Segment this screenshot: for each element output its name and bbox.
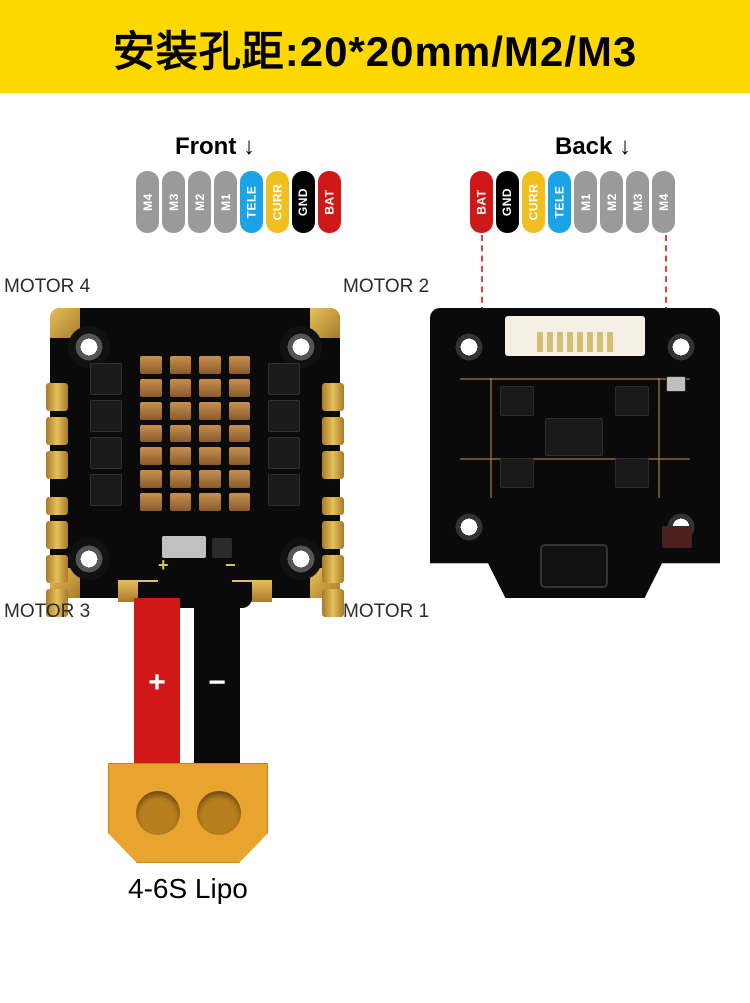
bulk-capacitor (540, 544, 608, 588)
back-pin-legend: BAT GND CURR TELE M1 M2 M3 M4 (470, 171, 675, 233)
pin-pill-label: M1 (218, 193, 232, 211)
plus-symbol: + (148, 666, 166, 700)
pin-pill-label: CURR (527, 184, 541, 221)
pin-pill-curr: CURR (266, 171, 289, 233)
pcb-back (430, 308, 720, 598)
motor-pads-right (322, 383, 344, 617)
pin-pill-m4: M4 (652, 171, 675, 233)
pin-pill-m1: M1 (214, 171, 237, 233)
front-pin-legend: M4 M3 M2 M1 TELE CURR GND BAT (136, 171, 341, 233)
pin-pill-bat: BAT (470, 171, 493, 233)
leader-line (481, 235, 483, 313)
diagram-area: Front ↓ M4 M3 M2 M1 TELE CURR GND BAT Back ↓ BA… (0, 93, 750, 1003)
pin-pill-m4: M4 (136, 171, 159, 233)
pin-pill-label: CURR (271, 184, 285, 221)
pin-pill-label: M4 (140, 193, 154, 211)
leader-line (665, 235, 667, 313)
fet-column-right (268, 363, 300, 506)
pin-pill-label: M1 (578, 193, 592, 211)
pin-pill-tele: TELE (240, 171, 263, 233)
label-motor-4: MOTOR 4 (4, 276, 90, 298)
motor-pads-left (46, 383, 68, 617)
pin-pill-label: TELE (245, 186, 259, 219)
pin-pill-gnd: GND (292, 171, 315, 233)
center-capacitor-array (140, 356, 250, 511)
pin-pill-label: M2 (604, 193, 618, 211)
signal-connector (505, 316, 645, 356)
pin-pill-m3: M3 (162, 171, 185, 233)
front-title: Front ↓ (175, 133, 255, 161)
pin-pill-label: M3 (630, 193, 644, 211)
banner-text: 安装孔距:20*20mm/M2/M3 (0, 18, 750, 79)
power-wire-negative: − (194, 598, 240, 768)
pin-pill-label: BAT (323, 189, 337, 214)
pin-pill-label: M2 (192, 193, 206, 211)
pin-pill-label: BAT (475, 189, 489, 214)
power-wire-positive: + (134, 598, 180, 768)
label-motor-2: MOTOR 2 (343, 276, 429, 298)
pin-pill-label: TELE (553, 186, 567, 219)
lipo-label: 4-6S Lipo (128, 873, 248, 905)
label-motor-3: MOTOR 3 (4, 601, 90, 623)
pin-pill-m2: M2 (600, 171, 623, 233)
pin-pill-curr: CURR (522, 171, 545, 233)
pin-pill-label: M4 (656, 193, 670, 211)
pin-pill-gnd: GND (496, 171, 519, 233)
pin-pill-tele: TELE (548, 171, 571, 233)
pin-pill-label: GND (297, 188, 311, 216)
pcb-front: + − (50, 308, 340, 598)
pin-pill-label: M3 (166, 193, 180, 211)
label-motor-1: MOTOR 1 (343, 601, 429, 623)
pin-pill-m1: M1 (574, 171, 597, 233)
back-title: Back ↓ (555, 133, 631, 161)
pin-pill-label: GND (501, 188, 515, 216)
xt-connector (108, 763, 268, 863)
pin-pill-m3: M3 (626, 171, 649, 233)
fet-column-left (90, 363, 122, 506)
pin-pill-m2: M2 (188, 171, 211, 233)
minus-symbol: − (208, 666, 226, 700)
spec-banner: 安装孔距:20*20mm/M2/M3 (0, 0, 750, 93)
pin-pill-bat: BAT (318, 171, 341, 233)
